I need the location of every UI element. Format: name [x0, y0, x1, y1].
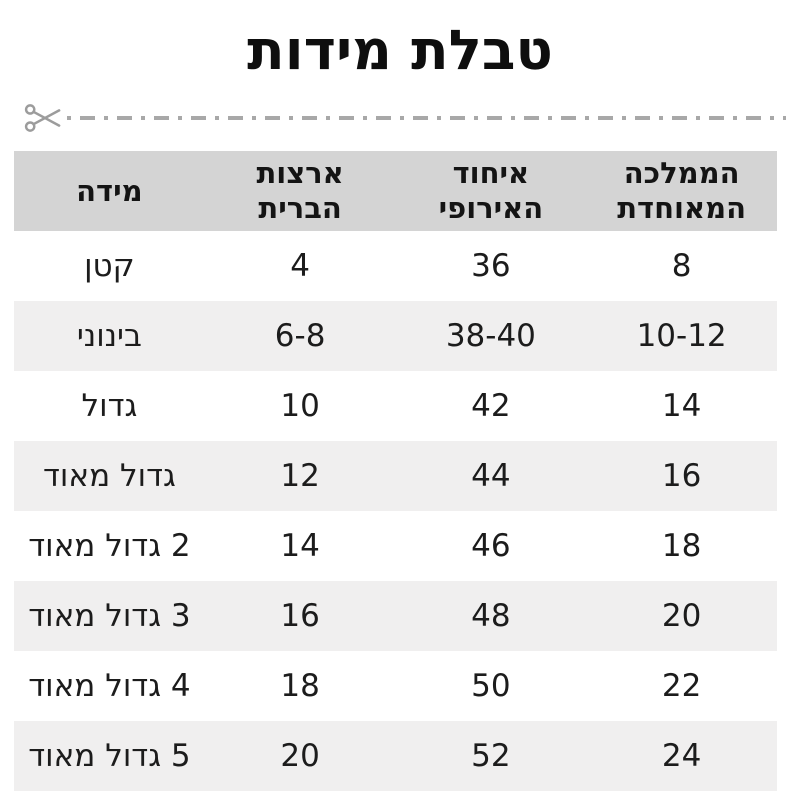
uk-value-cell: 16	[661, 458, 702, 494]
table-row: 4 גדול מאוד 18 50 22	[14, 651, 777, 721]
eu-value-cell: 52	[471, 738, 511, 774]
size-cell: 2 גדול מאוד	[28, 528, 191, 564]
table-row: קטן 4 36 8	[14, 231, 777, 301]
column-header-us: ארצות הברית	[205, 151, 396, 231]
column-header-label: הברית	[258, 191, 342, 225]
uk-value-cell: 14	[661, 388, 702, 424]
column-header-label: הממלכה	[623, 156, 740, 190]
table-row: בינוני 6-8 38-40 10-12	[14, 301, 777, 371]
size-cell: קטן	[84, 248, 135, 284]
eu-value-cell: 36	[471, 248, 511, 284]
column-header-label: האירופי	[438, 191, 544, 225]
us-value-cell: 16	[280, 598, 320, 634]
us-value-cell: 14	[280, 528, 320, 564]
eu-value-cell: 44	[471, 458, 511, 494]
cut-line	[24, 98, 786, 138]
uk-value-cell: 18	[661, 528, 702, 564]
table-row: 5 גדול מאוד 20 52 24	[14, 721, 777, 791]
us-value-cell: 4	[290, 248, 310, 284]
eu-value-cell: 46	[471, 528, 511, 564]
table-row: 3 גדול מאוד 16 48 20	[14, 581, 777, 651]
us-value-cell: 12	[280, 458, 320, 494]
column-header-uk: הממלכה המאוחדת	[586, 151, 777, 231]
uk-value-cell: 24	[661, 738, 702, 774]
column-header-label: המאוחדת	[617, 191, 747, 225]
us-value-cell: 6-8	[274, 318, 326, 354]
column-header-size: מידה	[14, 151, 205, 231]
us-value-cell: 20	[280, 738, 320, 774]
size-cell: 3 גדול מאוד	[28, 598, 191, 634]
uk-value-cell: 10-12	[636, 318, 727, 354]
page-title: טבלת מידות	[247, 18, 553, 82]
size-cell: 4 גדול מאוד	[28, 668, 191, 704]
uk-value-cell: 20	[661, 598, 702, 634]
eu-value-cell: 42	[471, 388, 511, 424]
us-value-cell: 10	[280, 388, 320, 424]
size-cell: 5 גדול מאוד	[28, 738, 191, 774]
us-value-cell: 18	[280, 668, 320, 704]
uk-value-cell: 8	[671, 248, 692, 284]
eu-value-cell: 50	[471, 668, 511, 704]
uk-value-cell: 22	[661, 668, 702, 704]
column-header-label: איחוד	[452, 156, 530, 190]
eu-value-cell: 38-40	[445, 318, 536, 354]
size-cell: בינוני	[76, 318, 142, 354]
column-header-eu: איחוד האירופי	[396, 151, 587, 231]
size-cell: גדול	[81, 388, 138, 424]
size-cell: גדול מאוד	[43, 458, 176, 494]
eu-value-cell: 48	[471, 598, 511, 634]
size-table: מידה ארצות הברית איחוד האירופי הממלכה המ…	[14, 151, 777, 791]
table-row: 2 גדול מאוד 14 46 18	[14, 511, 777, 581]
column-header-label: ארצות	[256, 156, 344, 190]
table-row: גדול מאוד 12 44 16	[14, 441, 777, 511]
dashed-cut-line	[67, 116, 786, 120]
scissors-icon	[24, 104, 61, 132]
table-header-row: מידה ארצות הברית איחוד האירופי הממלכה המ…	[14, 151, 777, 231]
table-row: גדול 10 42 14	[14, 371, 777, 441]
column-header-label: מידה	[76, 173, 143, 208]
